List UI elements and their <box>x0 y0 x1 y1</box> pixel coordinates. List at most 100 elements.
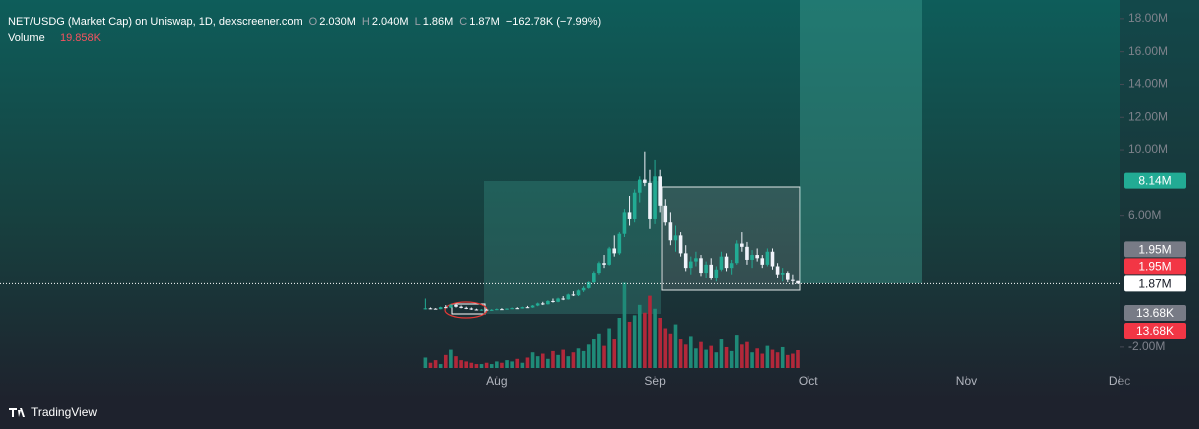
y-tick-label: -2.00M <box>1128 339 1165 353</box>
volume-bar <box>617 317 622 368</box>
volume-bar <box>627 321 632 368</box>
candle-body <box>729 263 734 269</box>
volume-bar <box>775 352 780 368</box>
volume-bar <box>592 339 596 368</box>
candle-body <box>489 309 494 311</box>
volume-bar <box>546 358 550 368</box>
volume-bar <box>551 350 555 368</box>
candle-body <box>750 255 754 260</box>
candle-body <box>714 269 719 278</box>
volume-bar <box>433 360 438 368</box>
volume-bar <box>469 362 474 368</box>
volume-bar <box>495 361 499 368</box>
candle-body <box>423 308 428 310</box>
plot-area <box>423 0 922 368</box>
volume-bar <box>750 352 754 368</box>
ohlc-value: 1.86M <box>423 16 454 28</box>
candle-body <box>704 264 708 274</box>
volume-bar <box>709 345 714 368</box>
volume-bar <box>683 344 688 368</box>
candle-body <box>602 263 606 265</box>
volume-bar <box>602 345 606 368</box>
volume-bar <box>484 362 489 368</box>
y-tick-label: 6.00M <box>1128 208 1161 222</box>
candle-body <box>719 256 724 270</box>
candle-body <box>484 309 489 311</box>
candle-body <box>520 307 525 309</box>
volume-bar <box>719 339 724 368</box>
volume-bar <box>423 357 428 368</box>
volume-bar <box>454 356 458 368</box>
candle-body <box>576 290 581 296</box>
volume-bar <box>668 333 673 368</box>
volume-bar <box>765 345 770 368</box>
candle-body <box>443 307 448 309</box>
volume-bar <box>694 348 698 368</box>
ohlc-key: C <box>459 16 467 28</box>
candle-body <box>663 205 668 223</box>
x-tick-label: Dec <box>1109 374 1130 388</box>
volume-bar <box>464 361 469 368</box>
brand: TradingView <box>9 405 97 419</box>
volume-bar <box>505 360 509 368</box>
candle-body <box>755 255 759 259</box>
ohlc-value: 1.87M <box>469 16 500 28</box>
volume-bar <box>530 352 535 368</box>
candle-body <box>694 258 698 262</box>
price-label-box <box>1124 275 1186 292</box>
candle-body <box>586 282 591 288</box>
candle-body <box>561 298 565 300</box>
volume-bar <box>428 362 433 368</box>
volume-bar <box>515 358 520 368</box>
volume-bar <box>479 364 484 368</box>
volume-label-box <box>1124 305 1186 321</box>
volume-bar <box>612 339 617 368</box>
x-tick-label: Sep <box>644 374 666 388</box>
candle-body <box>571 294 576 296</box>
candle-body <box>459 306 463 308</box>
candle-body <box>581 287 586 291</box>
candle-body <box>668 222 673 241</box>
volume-bar <box>745 341 749 368</box>
footer-background <box>0 400 1199 429</box>
candle-body <box>791 279 795 281</box>
volume-bar <box>474 364 479 368</box>
candle-body <box>617 233 622 254</box>
candle-body <box>643 179 647 183</box>
candle-body <box>540 303 545 305</box>
candle-body <box>525 307 530 309</box>
candle-body <box>796 280 800 284</box>
ohlc-legend: O 2.030M H 2.040M L 1.86M C 1.87M −162.78K (−7.9… <box>309 16 602 28</box>
price-label-box <box>1124 172 1186 189</box>
volume-bar <box>597 333 601 368</box>
candle-body <box>464 307 469 309</box>
y-tick-label: 10.00M <box>1128 142 1168 156</box>
price-label: 1.95M <box>1138 260 1171 274</box>
volume-bar <box>714 352 719 368</box>
y-tick-label: 14.00M <box>1128 77 1168 91</box>
candle-body <box>479 309 484 311</box>
candle-body <box>505 308 509 310</box>
volume-bar <box>561 349 565 368</box>
price-label: 1.87M <box>1138 277 1171 291</box>
candle-body <box>734 243 739 264</box>
price-label-box <box>1124 258 1186 275</box>
candle-body <box>535 303 540 306</box>
volume-bar <box>520 362 525 368</box>
volume-bar <box>510 361 514 368</box>
candle-body <box>530 305 535 308</box>
volume-bar <box>791 353 795 368</box>
candle-body <box>612 248 617 254</box>
drawing-box <box>484 181 661 314</box>
candle-body <box>495 309 499 311</box>
price-label-box <box>1124 241 1186 258</box>
candle-body <box>438 307 443 310</box>
candle-body <box>454 305 458 307</box>
candle-body <box>622 212 627 234</box>
candle-body <box>556 298 560 302</box>
volume-bar <box>556 354 560 368</box>
candle-body <box>770 251 775 267</box>
ohlc-key: L <box>415 16 421 28</box>
volume-bar <box>770 349 775 368</box>
